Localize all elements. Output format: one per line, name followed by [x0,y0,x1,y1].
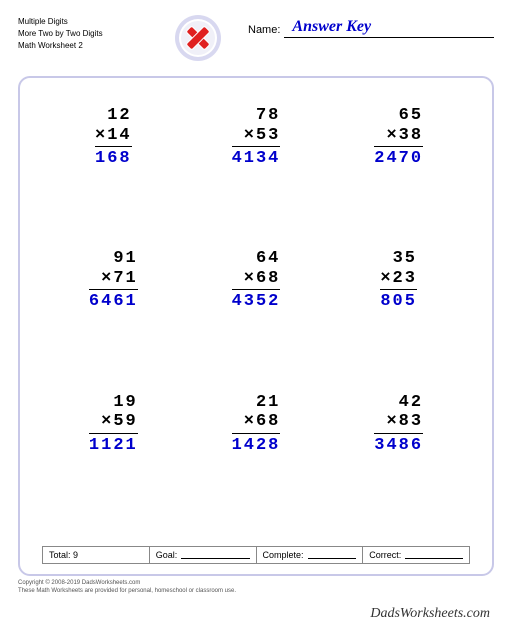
header: Multiple Digits More Two by Two Digits M… [18,12,494,72]
operand-top: 78 [232,106,281,126]
problem-frame: 12×14168 78×534134 65×382470 91×716461 6… [18,76,494,576]
operand-top: 64 [232,249,281,269]
operand-top: 19 [89,393,138,413]
title-line2: More Two by Two Digits [18,28,168,39]
operand-top: 12 [95,106,132,126]
answer: 168 [95,147,132,169]
problem-grid: 12×14168 78×534134 65×382470 91×716461 6… [42,96,470,526]
total-label: Total: 9 [49,550,78,560]
correct-label: Correct: [369,550,401,560]
operand-bottom: ×53 [232,126,281,146]
operand-bottom: ×59 [89,412,138,432]
answer: 4352 [232,290,281,312]
complete-label: Complete: [263,550,304,560]
problem: 91×716461 [42,239,185,382]
answer: 3486 [374,434,423,456]
header-title-block: Multiple Digits More Two by Two Digits M… [18,12,168,53]
multiply-icon-wrap [168,12,228,62]
correct-box: Correct: [363,547,469,563]
worksheet-page: Multiple Digits More Two by Two Digits M… [0,0,512,640]
problem: 42×833486 [327,383,470,526]
answer: 4134 [232,147,281,169]
problem: 21×681428 [185,383,328,526]
copyright-line1: Copyright © 2008-2019 DadsWorksheets.com [18,580,494,588]
goal-label: Goal: [156,550,178,560]
answer: 1428 [232,434,281,456]
multiply-icon [174,14,222,62]
operand-top: 91 [89,249,138,269]
signature: DadsWorksheets.com [370,606,490,622]
goal-box: Goal: [150,547,257,563]
correct-line[interactable] [405,551,463,559]
title-line1: Multiple Digits [18,16,168,27]
operand-bottom: ×68 [232,269,281,289]
operand-bottom: ×71 [89,269,138,289]
operand-bottom: ×14 [95,126,132,146]
problem: 35×23805 [327,239,470,382]
operand-bottom: ×23 [380,269,417,289]
problem: 78×534134 [185,96,328,239]
name-field: Name: Answer Key [228,12,494,38]
problem: 19×591121 [42,383,185,526]
copyright-line2: These Math Worksheets are provided for p… [18,588,494,596]
problem: 65×382470 [327,96,470,239]
answer: 1121 [89,434,138,456]
footer-boxes: Total: 9 Goal: Complete: Correct: [42,546,470,564]
answer-key-text: Answer Key [292,18,371,36]
operand-bottom: ×38 [374,126,423,146]
operand-top: 21 [232,393,281,413]
goal-line[interactable] [181,551,249,559]
answer: 6461 [89,290,138,312]
problem: 64×684352 [185,239,328,382]
problem: 12×14168 [42,96,185,239]
operand-top: 35 [380,249,417,269]
operand-bottom: ×68 [232,412,281,432]
answer: 2470 [374,147,423,169]
answer: 805 [380,290,417,312]
title-line3: Math Worksheet 2 [18,40,168,51]
operand-bottom: ×83 [374,412,423,432]
total-box: Total: 9 [43,547,150,563]
operand-top: 65 [374,106,423,126]
name-label: Name: [248,24,280,36]
complete-line[interactable] [308,551,357,559]
name-line[interactable]: Answer Key [284,22,494,38]
operand-top: 42 [374,393,423,413]
complete-box: Complete: [257,547,364,563]
copyright: Copyright © 2008-2019 DadsWorksheets.com… [18,580,494,596]
